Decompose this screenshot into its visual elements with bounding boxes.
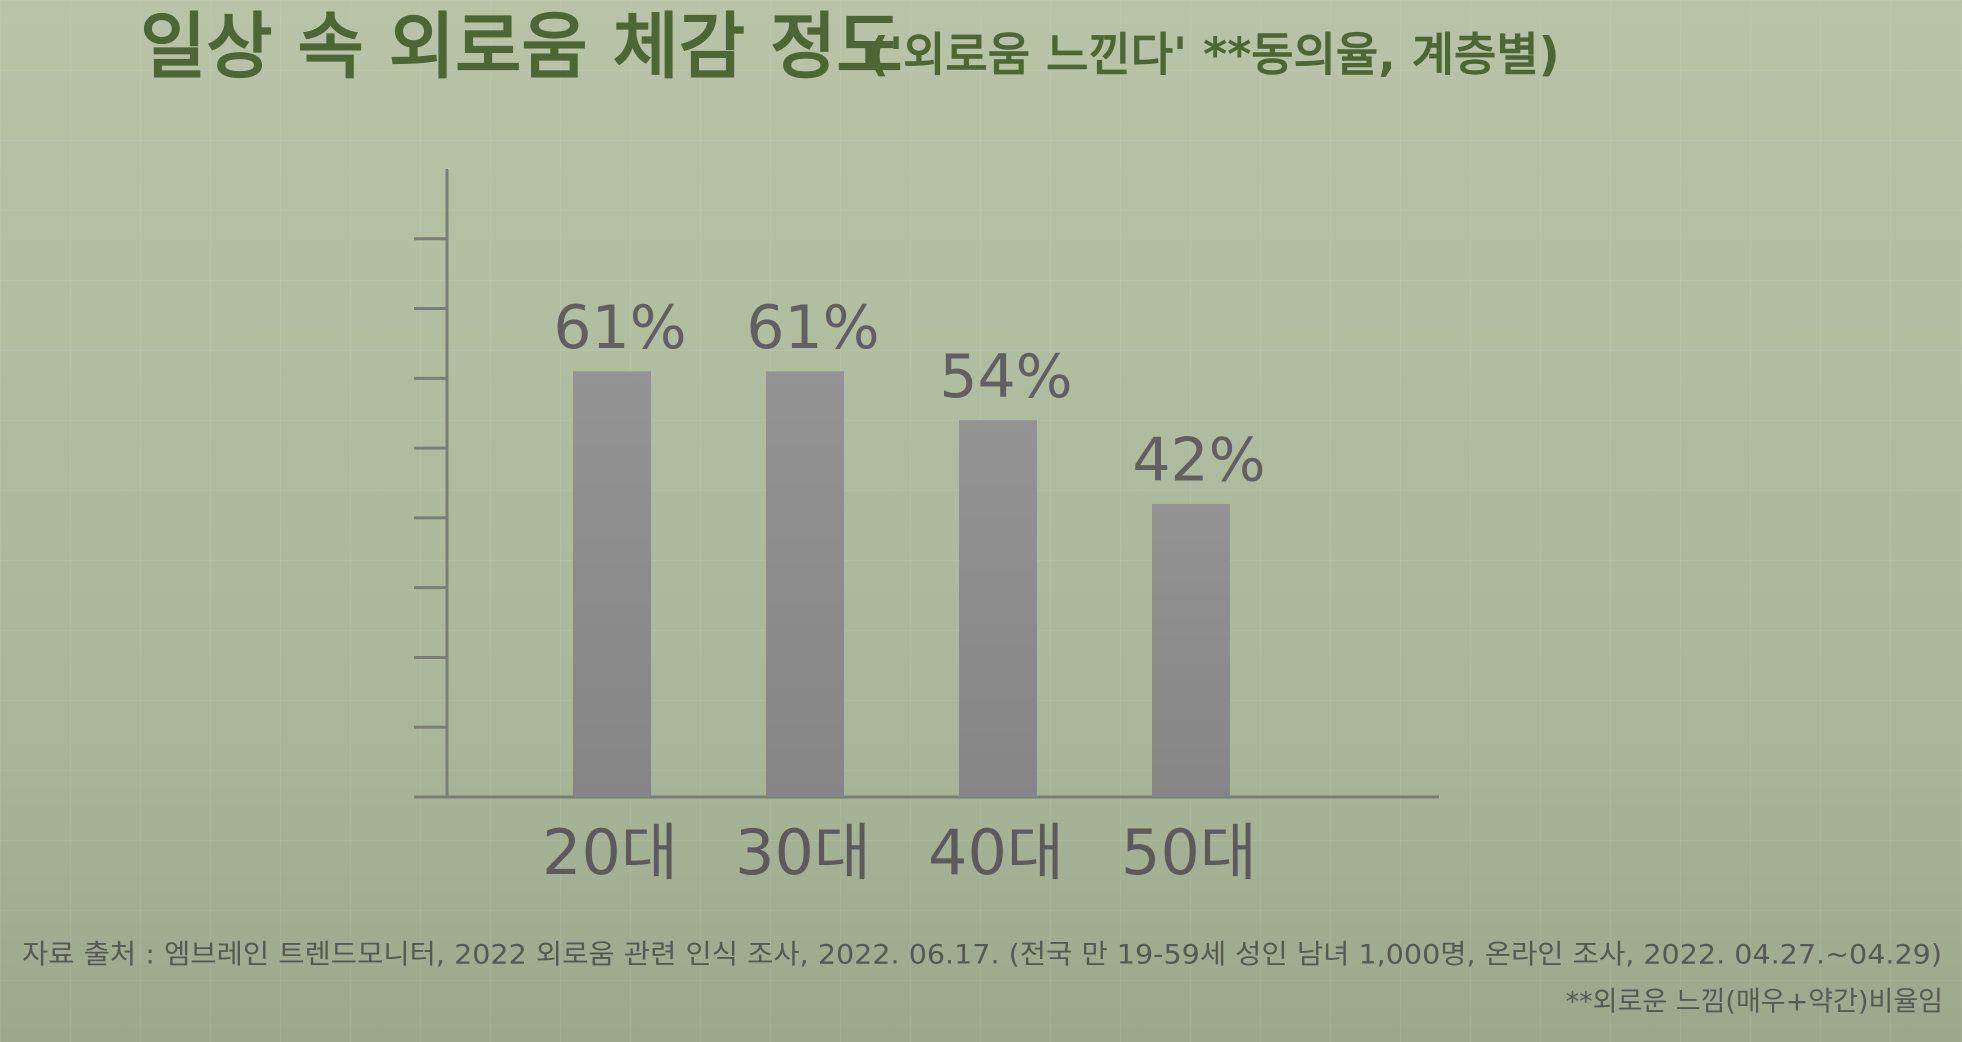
x-tick-label: 40대 — [928, 816, 1064, 889]
bar — [573, 371, 651, 797]
source-note: 자료 출처 : 엠브레인 트렌드모니터, 2022 외로움 관련 인식 조사, … — [22, 940, 1942, 971]
chart-subtitle: ('외로움 느낀다' **동의율, 계층별) — [868, 28, 1560, 82]
x-tick-label: 50대 — [1121, 816, 1257, 889]
bar — [766, 371, 844, 797]
value-label: 54% — [939, 342, 1072, 412]
chart-title: 일상 속 외로움 체감 정도 — [140, 5, 903, 89]
bar — [1152, 503, 1230, 797]
footnote: **외로운 느낌(매우+약간)비율임 — [1566, 987, 1943, 1018]
bar — [959, 420, 1037, 797]
value-label: 61% — [553, 293, 686, 363]
x-tick-label: 30대 — [735, 816, 871, 889]
value-label: 42% — [1132, 426, 1265, 496]
value-label: 61% — [746, 293, 879, 363]
x-tick-label: 20대 — [542, 816, 678, 889]
